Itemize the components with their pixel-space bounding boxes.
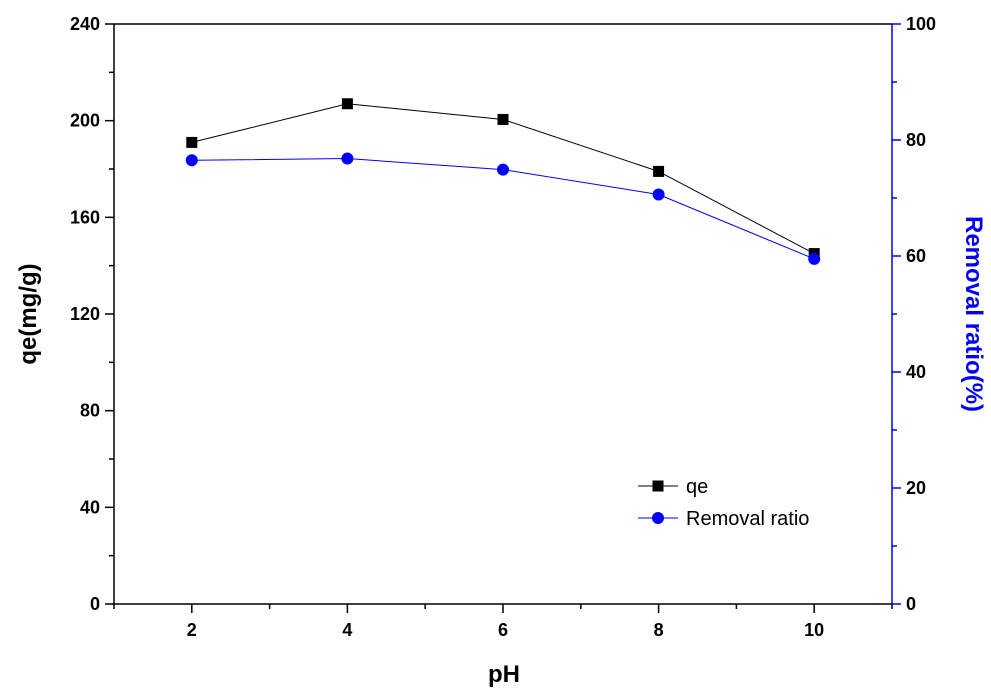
y-tick-label: 40 [80,497,100,517]
legend-marker-circle [652,512,664,524]
y-tick-label: 200 [70,111,100,131]
data-point-square [186,136,198,148]
data-point-square [653,165,665,177]
data-point-circle [497,163,509,176]
y2-tick-label: 60 [906,246,926,266]
data-point-square [497,113,509,125]
data-point-circle [185,154,198,167]
data-point-circle [808,252,821,265]
series-qe [186,98,820,260]
y2-axis-title: Removal ratio(%) [960,216,987,412]
y2-tick-label: 100 [906,14,936,34]
x-tick-label: 6 [498,620,508,640]
y-tick-label: 0 [90,594,100,614]
legend-item: Removal ratio [638,508,809,530]
data-point-circle [341,152,354,165]
y-axis-title: qe(mg/g) [15,263,42,364]
series-line [191,103,815,255]
y-tick-label: 160 [70,207,100,227]
x-axis: 2 4 6 8 10 [113,604,893,640]
legend-label: Removal ratio [686,508,809,530]
y-axis-right: 0 20 40 60 80 100 [892,14,936,614]
series-removal-ratio [185,152,821,265]
legend-marker-square [652,480,664,492]
y2-tick-label: 20 [906,478,926,498]
legend-label: qe [686,476,708,498]
x-tick-label: 8 [654,620,664,640]
x-tick-label: 10 [804,620,824,640]
y-axis-left: 0 40 80 120 160 200 240 [70,14,114,614]
x-tick-label: 4 [342,620,352,640]
x-tick-label: 2 [187,620,197,640]
y2-tick-label: 40 [906,362,926,382]
x-axis-title: pH [488,661,520,688]
data-point-circle [652,188,665,201]
y-tick-label: 80 [80,401,100,421]
y-tick-label: 240 [70,14,100,34]
legend-item: qe [638,476,708,498]
series-layer [185,98,821,265]
legend: qe Removal ratio [638,476,809,530]
y2-tick-label: 0 [906,594,916,614]
y2-tick-label: 80 [906,130,926,150]
y-tick-label: 120 [70,304,100,324]
data-point-square [341,98,353,110]
